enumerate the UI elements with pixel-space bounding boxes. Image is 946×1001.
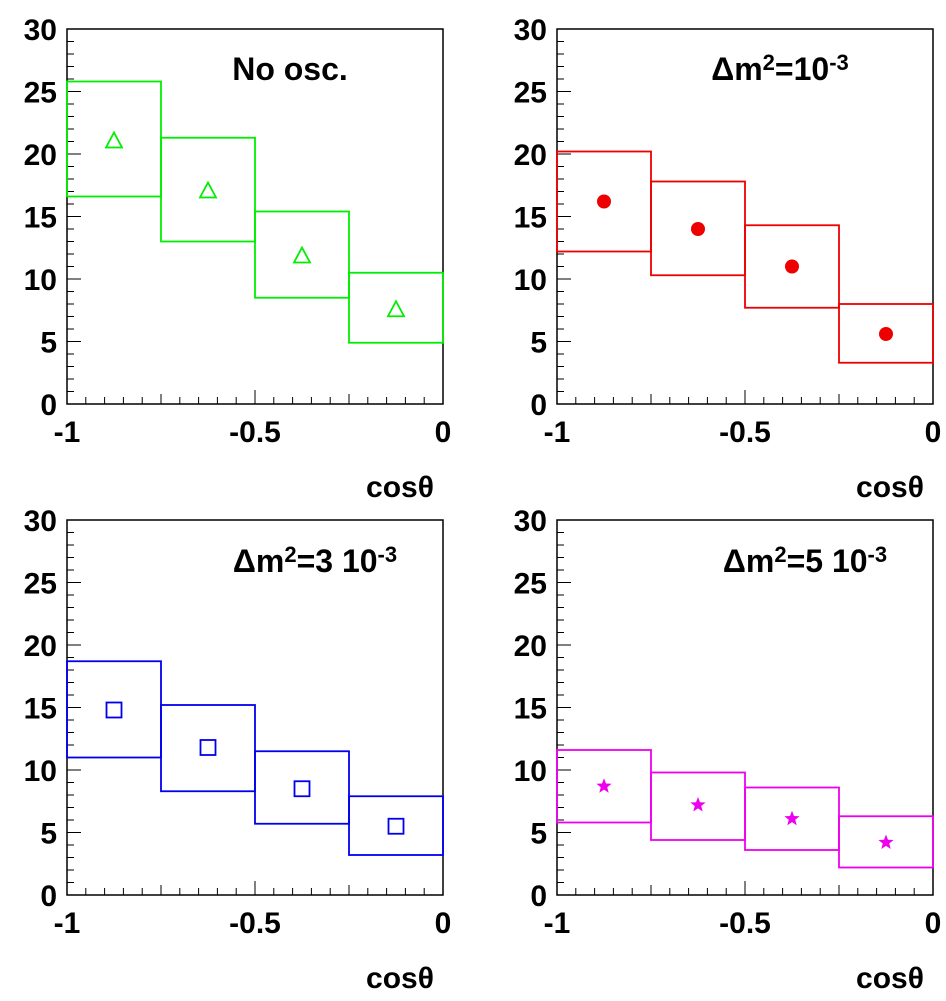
panel-label: No osc. [232,51,348,87]
y-tick-label: 5 [40,327,57,360]
error-box [254,750,350,825]
y-tick-label: 0 [530,389,547,422]
x-tick-label: -1 [54,416,81,449]
panel-label: Δm2=5 10-3 [723,542,887,579]
panel-label: Δm2=10-3 [711,50,849,87]
error-box [160,136,256,243]
error-box [348,271,444,344]
error-box [744,224,840,309]
y-tick-label: 30 [24,14,57,47]
x-tick-label: 0 [925,907,942,940]
y-tick-label: 25 [24,77,57,110]
y-tick-label: 0 [40,389,57,422]
y-tick-label: 10 [514,755,547,788]
y-tick-label: 25 [24,568,57,601]
x-tick-label: -1 [54,907,81,940]
x-axis-label: cosθ [366,962,434,995]
x-tick-label: 0 [435,907,452,940]
data-point-marker [386,299,406,318]
x-tick-label: -0.5 [719,416,771,449]
y-tick-label: 0 [530,880,547,913]
data-point-marker [104,130,124,149]
data-point-marker [597,194,611,209]
y-tick-label: 20 [514,139,547,172]
error-box [160,704,256,793]
y-tick-label: 15 [24,202,57,235]
x-tick-label: 0 [435,416,452,449]
data-point-marker [199,739,217,756]
y-tick-label: 5 [530,818,547,851]
x-tick-label: -0.5 [229,907,281,940]
x-tick-label: 0 [925,416,942,449]
x-tick-label: -1 [544,416,571,449]
y-tick-label: 10 [24,755,57,788]
error-box [254,210,350,299]
y-tick-label: 30 [24,505,57,538]
panel-label: Δm2=3 10-3 [233,542,397,579]
data-point-marker [690,797,706,812]
x-tick-label: -1 [544,907,571,940]
data-point-marker [878,834,894,849]
y-tick-label: 10 [24,264,57,297]
data-point-marker [105,701,123,719]
data-point-marker [292,245,312,264]
y-tick-label: 5 [40,818,57,851]
data-point-marker [198,180,218,199]
x-axis-label: cosθ [366,471,434,504]
x-tick-label: -0.5 [229,416,281,449]
error-box [66,80,162,198]
x-axis-label: cosθ [856,471,924,504]
y-tick-label: 30 [514,505,547,538]
y-tick-label: 25 [514,568,547,601]
y-tick-label: 5 [530,327,547,360]
x-tick-label: -0.5 [719,907,771,940]
y-tick-label: 25 [514,77,547,110]
y-tick-label: 15 [24,693,57,726]
y-tick-label: 15 [514,693,547,726]
data-point-marker [596,778,612,793]
y-tick-label: 20 [514,630,547,663]
error-box [838,815,934,869]
data-point-marker [784,810,800,826]
data-point-marker [879,327,893,341]
data-point-marker [785,259,799,274]
data-point-marker [293,780,311,798]
error-box [838,303,934,364]
y-tick-label: 20 [24,630,57,663]
y-tick-label: 15 [514,202,547,235]
error-box [66,660,162,759]
y-tick-label: 0 [40,880,57,913]
x-axis-label: cosθ [856,962,924,995]
y-tick-label: 30 [514,14,547,47]
y-tick-label: 20 [24,139,57,172]
data-point-marker [691,222,705,236]
data-point-marker [387,817,405,835]
y-tick-label: 10 [514,264,547,297]
error-box [348,795,444,856]
